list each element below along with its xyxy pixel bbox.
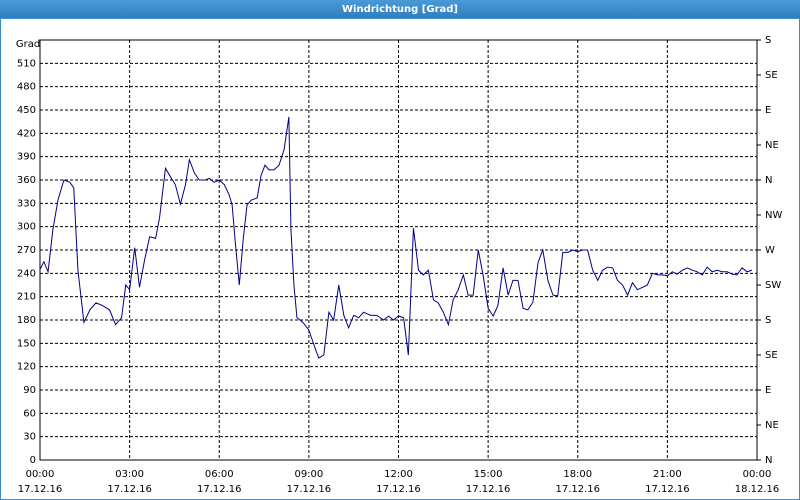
y2-tick-label: W — [765, 245, 775, 256]
x-tick-date: 17.12.16 — [376, 484, 421, 495]
y-tick-label: 240 — [17, 268, 36, 279]
y2-tick-label: N — [765, 455, 772, 466]
x-tick-label: 00:00 — [743, 469, 772, 480]
x-tick-date: 18.12.16 — [735, 484, 780, 495]
title-bar — [0, 0, 800, 18]
y-tick-label: 210 — [17, 292, 36, 303]
y2-tick-label: S — [765, 315, 771, 326]
y2-tick-label: E — [765, 105, 771, 116]
y2-tick-label: SE — [765, 350, 778, 361]
y-tick-label: 90 — [23, 385, 36, 396]
y-tick-label: 180 — [17, 315, 36, 326]
y-tick-label: 510 — [17, 58, 36, 69]
y-tick-label: 120 — [17, 362, 36, 373]
x-tick-label: 03:00 — [115, 469, 144, 480]
y-tick-label: 360 — [17, 175, 36, 186]
y2-tick-label: E — [765, 385, 771, 396]
x-tick-label: 12:00 — [384, 469, 413, 480]
x-tick-date: 17.12.16 — [107, 484, 152, 495]
x-tick-date: 17.12.16 — [645, 484, 690, 495]
x-tick-label: 00:00 — [26, 469, 55, 480]
y2-tick-label: NW — [765, 210, 782, 221]
y-tick-label: 450 — [17, 105, 36, 116]
y-tick-label: 270 — [17, 245, 36, 256]
x-tick-label: 18:00 — [563, 469, 592, 480]
y-tick-label: 330 — [17, 198, 36, 209]
y-tick-label: 480 — [17, 82, 36, 93]
x-tick-date: 17.12.16 — [18, 484, 63, 495]
y-tick-label: 300 — [17, 222, 36, 233]
data-line — [39, 116, 753, 359]
y2-tick-label: N — [765, 175, 772, 186]
y2-tick-label: NE — [765, 420, 779, 431]
y-tick-label: 60 — [23, 408, 36, 419]
x-tick-label: 15:00 — [474, 469, 503, 480]
y-tick-label: 420 — [17, 128, 36, 139]
x-tick-date: 17.12.16 — [197, 484, 242, 495]
y-tick-label: 0 — [30, 455, 36, 466]
x-tick-date: 17.12.16 — [466, 484, 511, 495]
chart-title: Windrichtung [Grad] — [342, 4, 458, 15]
y2-tick-label: SW — [765, 280, 781, 291]
y-tick-label: 390 — [17, 152, 36, 163]
x-tick-label: 06:00 — [205, 469, 234, 480]
y2-tick-label: SE — [765, 70, 778, 81]
x-tick-label: 21:00 — [653, 469, 682, 480]
y-tick-label: 30 — [23, 432, 36, 443]
y2-tick-label: S — [765, 35, 771, 46]
x-tick-date: 17.12.16 — [555, 484, 600, 495]
y2-tick-label: NE — [765, 140, 779, 151]
y-axis-label: Grad — [16, 39, 40, 50]
y-tick-label: 150 — [17, 338, 36, 349]
x-tick-date: 17.12.16 — [287, 484, 332, 495]
x-tick-label: 09:00 — [294, 469, 323, 480]
